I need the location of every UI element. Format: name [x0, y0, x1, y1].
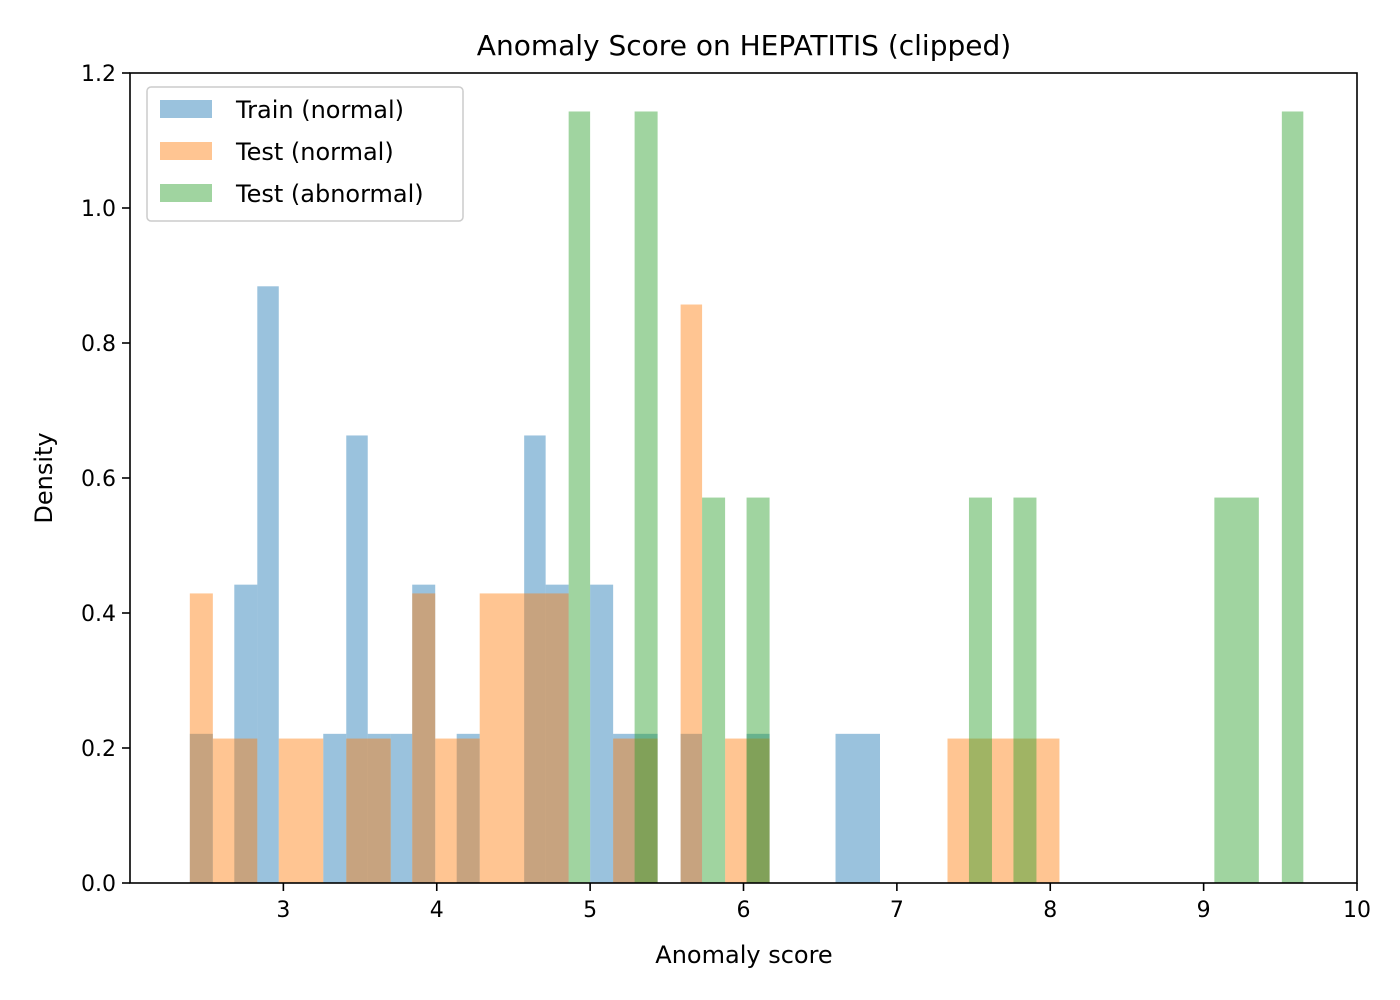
- x-tick-label-7: 10: [1343, 898, 1371, 923]
- bar-series-0-bin-0: [189, 733, 213, 883]
- bar-series-0-bin-2: [257, 286, 279, 883]
- x-axis-label: Anomaly score: [655, 941, 832, 969]
- legend-swatch-test-normal: [160, 142, 212, 160]
- y-tick-label-4: 0.8: [81, 332, 116, 357]
- y-tick-label-3: 0.6: [81, 467, 116, 492]
- legend-label-test-normal: Test (normal): [235, 138, 394, 166]
- x-axis: 3 4 5 6 7 8 9 10: [276, 883, 1371, 923]
- legend-label-test-abnormal: Test (abnormal): [235, 180, 424, 208]
- bar-series-1-bin-9: [725, 738, 770, 883]
- bar-series-0-bin-9: [524, 435, 546, 883]
- x-tick-label-4: 7: [890, 898, 904, 923]
- bars-layer: [189, 111, 1304, 884]
- x-tick-label-5: 8: [1043, 898, 1057, 923]
- bar-series-1-bin-0: [189, 593, 213, 883]
- bar-series-1-bin-4: [412, 593, 436, 883]
- bar-series-0-bin-13: [680, 733, 703, 883]
- bar-series-0-bin-10: [545, 584, 569, 883]
- legend-swatch-test-abnormal: [160, 184, 212, 202]
- bar-series-2-bin-6: [1214, 497, 1259, 883]
- bar-series-2-bin-1: [634, 111, 658, 884]
- bar-series-2-bin-0: [568, 111, 591, 884]
- bar-series-1-bin-2: [278, 738, 324, 883]
- bar-series-0-bin-8: [456, 733, 480, 883]
- legend-box: [146, 86, 464, 222]
- bar-series-2-bin-7: [1281, 111, 1304, 884]
- y-axis: 0.0 0.2 0.4 0.6 0.8 1.0 1.2: [81, 62, 130, 897]
- bar-series-0-bin-6: [390, 733, 413, 883]
- bar-series-0-bin-1: [234, 584, 258, 883]
- bar-series-0-bin-14: [746, 733, 770, 883]
- bar-series-2-bin-2: [702, 497, 726, 883]
- bar-series-1-bin-1: [212, 738, 258, 883]
- bar-series-1-bin-5: [435, 738, 480, 883]
- x-tick-label-2: 5: [583, 898, 597, 923]
- bar-series-1-bin-7: [613, 738, 658, 883]
- x-tick-label-1: 4: [430, 898, 444, 923]
- bar-series-0-bin-12: [613, 733, 658, 883]
- y-tick-label-2: 0.4: [81, 602, 116, 627]
- y-tick-label-5: 1.0: [81, 197, 116, 222]
- y-tick-label-0: 0.0: [81, 872, 116, 897]
- bar-series-1-bin-10: [947, 738, 1060, 883]
- bar-series-0-bin-4: [346, 435, 368, 883]
- bar-series-0-bin-15: [835, 733, 880, 883]
- bar-series-1-bin-6: [479, 593, 569, 883]
- y-tick-label-1: 0.2: [81, 737, 116, 762]
- bar-series-1-bin-8: [680, 304, 703, 883]
- bar-series-0-bin-7: [412, 584, 436, 883]
- bar-series-2-bin-3: [746, 497, 770, 883]
- legend-label-train-normal: Train (normal): [235, 96, 404, 124]
- legend: Train (normal) Test (normal) Test (abnor…: [146, 86, 464, 222]
- x-tick-label-6: 9: [1197, 898, 1211, 923]
- y-tick-label-6: 1.2: [81, 62, 116, 87]
- y-axis-label: Density: [30, 432, 58, 523]
- legend-swatch-train-normal: [160, 100, 212, 118]
- x-tick-label-3: 6: [737, 898, 751, 923]
- bar-series-0-bin-3: [323, 733, 347, 883]
- bar-series-2-bin-4: [968, 497, 992, 883]
- bar-series-2-bin-5: [1013, 497, 1037, 883]
- bar-series-1-bin-3: [346, 738, 391, 883]
- chart-title: Anomaly Score on HEPATITIS (clipped): [477, 29, 1011, 62]
- bar-series-0-bin-5: [367, 733, 391, 883]
- x-tick-label-0: 3: [276, 898, 290, 923]
- bar-series-0-bin-11: [590, 584, 614, 883]
